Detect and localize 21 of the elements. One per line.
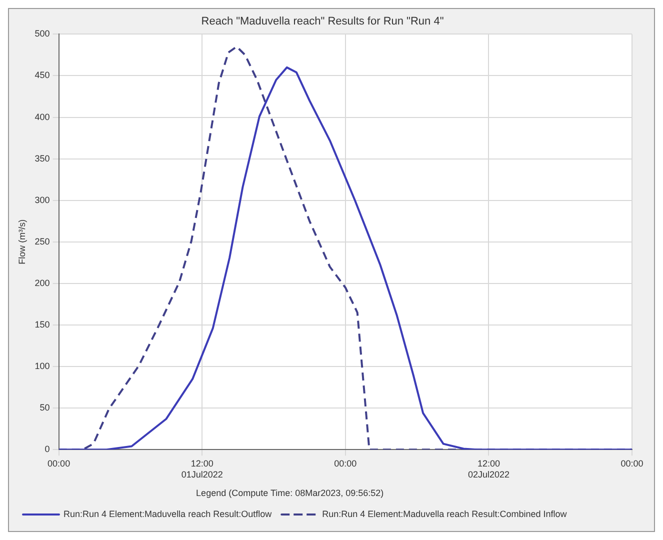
y-axis-title: Flow (m³/s) bbox=[16, 219, 27, 264]
legend-label: Run:Run 4 Element:Maduvella reach Result:Combined Inflow bbox=[322, 508, 568, 519]
y-tick-label: 400 bbox=[34, 112, 50, 122]
x-tick-label: 12:00 02Jul2022 bbox=[468, 458, 510, 480]
y-tick-label: 200 bbox=[34, 278, 50, 288]
x-tick-label: 12:00 01Jul2022 bbox=[181, 458, 223, 480]
y-tick-label: 500 bbox=[34, 28, 50, 39]
x-tick-label: 00:00 bbox=[48, 458, 70, 468]
x-tick-label: 00:00 bbox=[334, 458, 357, 468]
chart-title: Reach "Maduvella reach" Results for Run "Run 4" bbox=[201, 16, 444, 28]
y-tick-label: 0 bbox=[44, 444, 50, 454]
y-tick-label: 450 bbox=[34, 70, 50, 80]
y-tick-label: 100 bbox=[34, 361, 50, 372]
y-tick-label: 250 bbox=[34, 236, 50, 246]
legend-title: Legend (Compute Time: 08Mar2023, 09:56:52) bbox=[196, 488, 384, 498]
y-tick-label: 50 bbox=[40, 402, 50, 413]
y-tick-label: 350 bbox=[34, 153, 50, 164]
x-tick-label: 00:00 bbox=[620, 458, 644, 468]
y-tick-label: 150 bbox=[34, 319, 50, 330]
y-tick-label: 300 bbox=[34, 194, 50, 205]
legend-label: Run:Run 4 Element:Maduvella reach Result:Outflow bbox=[64, 508, 272, 519]
